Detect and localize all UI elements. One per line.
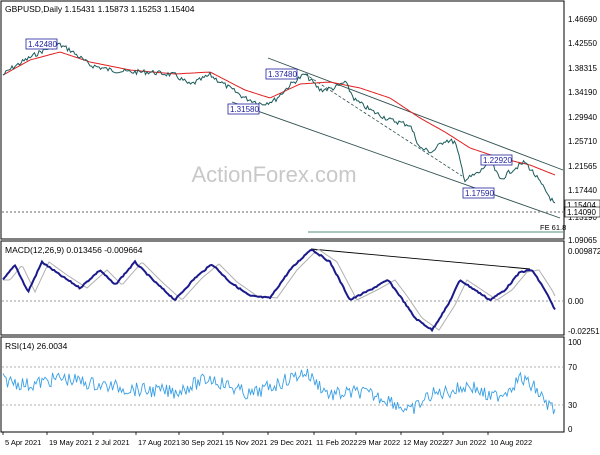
x-tick-label: 5 Apr 2021 xyxy=(5,438,41,447)
rsi-y-tick: 0 xyxy=(568,425,573,434)
rsi-header: RSI(14) 26.0034 xyxy=(5,341,68,351)
macd-line xyxy=(2,248,556,333)
annotation-label: 1.22920 xyxy=(483,156,512,165)
rsi-y-tick: 70 xyxy=(568,363,577,372)
main-y-tick: 1.13190 xyxy=(568,213,597,222)
x-tick-label: 19 May 2021 xyxy=(49,438,92,447)
x-tick-label: 2 Jul 2021 xyxy=(95,438,130,447)
macd-header: MACD(12,26,9) 0.013456 -0.009664 xyxy=(5,245,143,255)
macd-y-axis: 0.009872 0.00 -0.022516 xyxy=(568,247,600,336)
macd-signal-line xyxy=(3,249,556,331)
support-tag-text: 1.14090 xyxy=(567,208,596,217)
main-header: GBPUSD,Daily 1.15431 1.15873 1.15253 1.1… xyxy=(5,4,195,14)
main-y-tick: 1.25710 xyxy=(568,137,597,146)
moving-average-line xyxy=(2,51,556,176)
rsi-y-axis: 100 70 30 0 xyxy=(568,338,582,434)
fe-label: FE 61.8 xyxy=(540,223,566,232)
annotation-1-22920: 1.22920 xyxy=(480,154,512,166)
main-y-tick: 1.38315 xyxy=(568,64,597,73)
main-y-tick: 1.46690 xyxy=(568,15,597,24)
annotation-1-42480: 1.42480 xyxy=(25,38,57,50)
support-tag: 1.14090 xyxy=(564,206,600,218)
price-line xyxy=(2,42,556,204)
main-y-axis: 1.46690 1.42550 1.38315 1.34190 1.29940 … xyxy=(568,15,597,245)
macd-y-tick: 0.009872 xyxy=(568,247,600,256)
annotation-label: 1.37480 xyxy=(268,70,297,79)
channel-mid-dashed-line xyxy=(304,73,463,177)
channel-lower-line xyxy=(231,101,561,219)
main-y-tick: 1.21565 xyxy=(568,162,597,171)
x-axis: 5 Apr 2021 19 May 2021 2 Jul 2021 17 Aug 20… xyxy=(2,432,532,447)
annotation-label: 1.17590 xyxy=(465,189,494,198)
x-tick-label: 15 Nov 2021 xyxy=(225,438,268,447)
main-y-tick: 1.42550 xyxy=(568,39,597,48)
main-y-tick: 1.34190 xyxy=(568,88,597,97)
macd-y-tick: 0.00 xyxy=(568,297,584,306)
x-tick-label: 27 Jun 2022 xyxy=(445,438,486,447)
main-y-tick: 1.09065 xyxy=(568,236,597,245)
macd-divergence-line xyxy=(310,248,531,270)
rsi-line xyxy=(2,368,556,415)
rsi-y-tick: 30 xyxy=(568,401,577,410)
x-tick-label: 29 Mar 2022 xyxy=(358,438,400,447)
x-tick-label: 12 May 2022 xyxy=(403,438,446,447)
annotation-1-17590: 1.17590 xyxy=(462,187,494,199)
price-tag-text: 1.15404 xyxy=(567,201,596,210)
channel-upper-line xyxy=(267,57,564,171)
watermark: ActionForex.com xyxy=(191,162,356,187)
x-tick-label: 11 Feb 2022 xyxy=(316,438,358,447)
annotation-label: 1.42480 xyxy=(28,40,57,49)
x-tick-label: 29 Dec 2021 xyxy=(270,438,313,447)
annotation-1-37480: 1.37480 xyxy=(265,68,297,80)
macd-y-tick: -0.022516 xyxy=(568,327,600,336)
main-y-tick: 1.17440 xyxy=(568,186,597,195)
x-tick-label: 17 Aug 2021 xyxy=(138,438,180,447)
rsi-y-tick: 100 xyxy=(568,338,582,347)
x-tick-label: 30 Sep 2021 xyxy=(181,438,224,447)
main-y-tick: 1.29940 xyxy=(568,113,597,122)
annotation-label: 1.31580 xyxy=(230,105,259,114)
x-tick-label: 10 Aug 2022 xyxy=(490,438,532,447)
annotation-1-31580: 1.31580 xyxy=(227,103,259,115)
